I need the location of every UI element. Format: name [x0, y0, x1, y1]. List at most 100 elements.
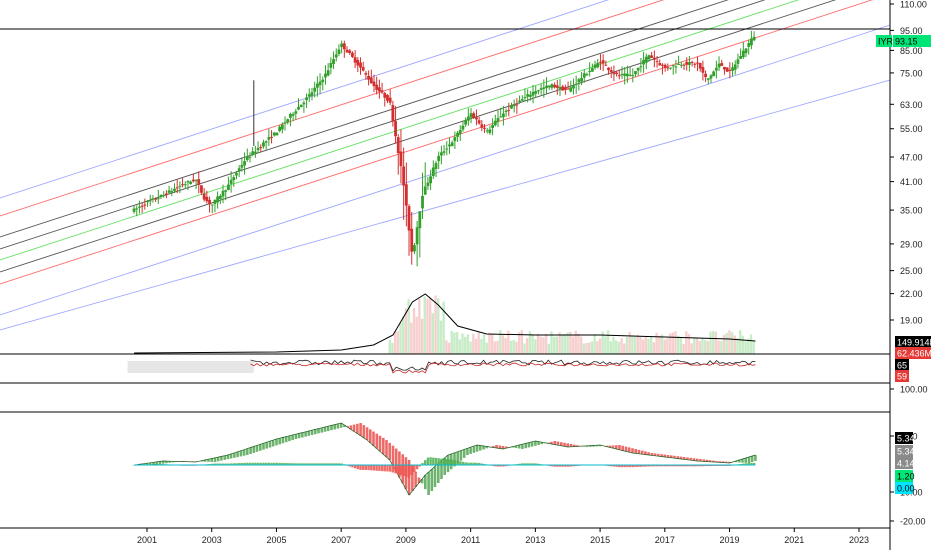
volume-bar — [396, 331, 400, 354]
candle-body — [399, 151, 403, 167]
candle-body — [429, 176, 433, 184]
macd-histogram-bar — [364, 465, 368, 470]
channel-line — [0, 0, 766, 250]
macd-histogram-bar — [550, 465, 554, 467]
macd-badge-bg — [895, 445, 913, 457]
oscillator-pane — [127, 359, 756, 374]
time-axis[interactable]: 2001 2003 2005 2007 2009 2011 2013 2015 2017 2019… — [137, 528, 869, 545]
macd-histogram-bar — [254, 462, 257, 466]
candle-body — [545, 85, 548, 88]
candle-body — [652, 57, 656, 60]
volume-bar — [671, 332, 674, 354]
candle-body — [669, 67, 672, 69]
volume-bar — [447, 342, 451, 354]
macd-histogram-bar — [572, 465, 575, 467]
volume-bar — [536, 333, 540, 354]
macd-badge-text: 4.14 — [897, 459, 915, 469]
candle-body — [264, 141, 268, 143]
macd-histogram-bar — [672, 465, 675, 467]
rsi-badge-bg — [895, 359, 909, 371]
candle-body — [612, 71, 616, 75]
macd-histogram-bar — [351, 465, 354, 468]
macd-histogram-bar — [273, 462, 276, 466]
volume-bar — [512, 340, 515, 354]
time-tick-label: 2005 — [266, 535, 286, 545]
volume-bar — [520, 330, 524, 354]
candle-body — [272, 132, 276, 136]
candle-body — [181, 184, 184, 186]
macd-histogram-bar — [246, 462, 249, 466]
time-tick-label: 2017 — [655, 535, 675, 545]
macd-histogram-bar — [469, 462, 473, 466]
candle-body — [736, 59, 740, 64]
macd-histogram-bar — [410, 465, 413, 476]
macd-histogram-bar — [383, 465, 386, 472]
volume-bar — [647, 338, 650, 354]
candle-body — [138, 206, 141, 208]
macd-histogram-bar — [496, 465, 500, 467]
candle-body — [156, 198, 160, 200]
candle-body — [431, 167, 435, 177]
candle-body — [626, 73, 629, 77]
macd-histogram-bar — [685, 465, 688, 467]
volume-bar — [515, 341, 518, 354]
volume-bar — [674, 331, 677, 354]
candle-body — [636, 67, 640, 71]
candle-body — [483, 127, 486, 129]
candle-body — [232, 177, 236, 181]
volume-ma-path — [134, 293, 756, 354]
macd-histogram-bar — [418, 465, 422, 467]
macd-histogram-bar — [566, 465, 570, 467]
candle-body — [537, 90, 540, 92]
macd-histogram-bar — [450, 459, 454, 466]
macd-pane — [132, 422, 757, 496]
symbol-badge-text: IYR — [878, 37, 894, 47]
candle-body — [696, 62, 699, 64]
candle-body — [210, 204, 214, 206]
price-tick-label: 41.00 — [900, 177, 923, 187]
macd-badge-bg — [895, 482, 913, 494]
candle-body — [407, 206, 411, 231]
candle-body — [574, 83, 578, 85]
volume-bar — [625, 336, 629, 354]
candle-body — [353, 57, 357, 63]
candle-body — [186, 181, 190, 183]
macd-histogram-bar — [132, 465, 136, 466]
symbol-badge-bg — [876, 35, 892, 47]
macd-histogram-bar — [564, 465, 567, 467]
candle-body — [297, 106, 300, 110]
candle-body — [717, 63, 721, 68]
rsi-signal-badge-bg — [895, 370, 909, 382]
macd-histogram-bar — [442, 458, 446, 466]
macd-histogram-bar — [348, 465, 351, 467]
candle-body — [617, 75, 621, 77]
channel-line — [0, 79, 891, 331]
candle-body — [240, 164, 244, 168]
macd-histogram-bar — [647, 465, 651, 467]
candle-body — [493, 120, 497, 126]
candle-body — [679, 64, 683, 66]
price-tick-label: 25.00 — [900, 266, 923, 276]
macd-histogram-bar — [262, 462, 265, 466]
macd-histogram-bar — [429, 457, 432, 466]
time-tick-label: 2007 — [331, 535, 351, 545]
macd-histogram-bar — [526, 463, 529, 466]
price-tick-label: 22.00 — [900, 289, 923, 299]
candle-body — [596, 62, 600, 68]
volume-bar — [569, 331, 572, 354]
macd-histogram-bar — [283, 463, 287, 466]
macd-histogram-bar — [399, 465, 403, 476]
candle-body — [299, 104, 303, 108]
candle-body — [345, 49, 349, 53]
candle-body — [189, 181, 193, 185]
volume-bar — [455, 332, 459, 354]
macd-histogram-bar — [610, 465, 613, 467]
volume-bar — [650, 336, 653, 354]
candle-body — [402, 166, 406, 186]
candle-body — [615, 72, 619, 75]
candle-body — [175, 187, 179, 189]
volume-bar — [738, 330, 742, 354]
volume-bar — [428, 297, 432, 354]
macd-histogram-bar — [437, 458, 440, 466]
macd-histogram-bar — [440, 458, 443, 466]
